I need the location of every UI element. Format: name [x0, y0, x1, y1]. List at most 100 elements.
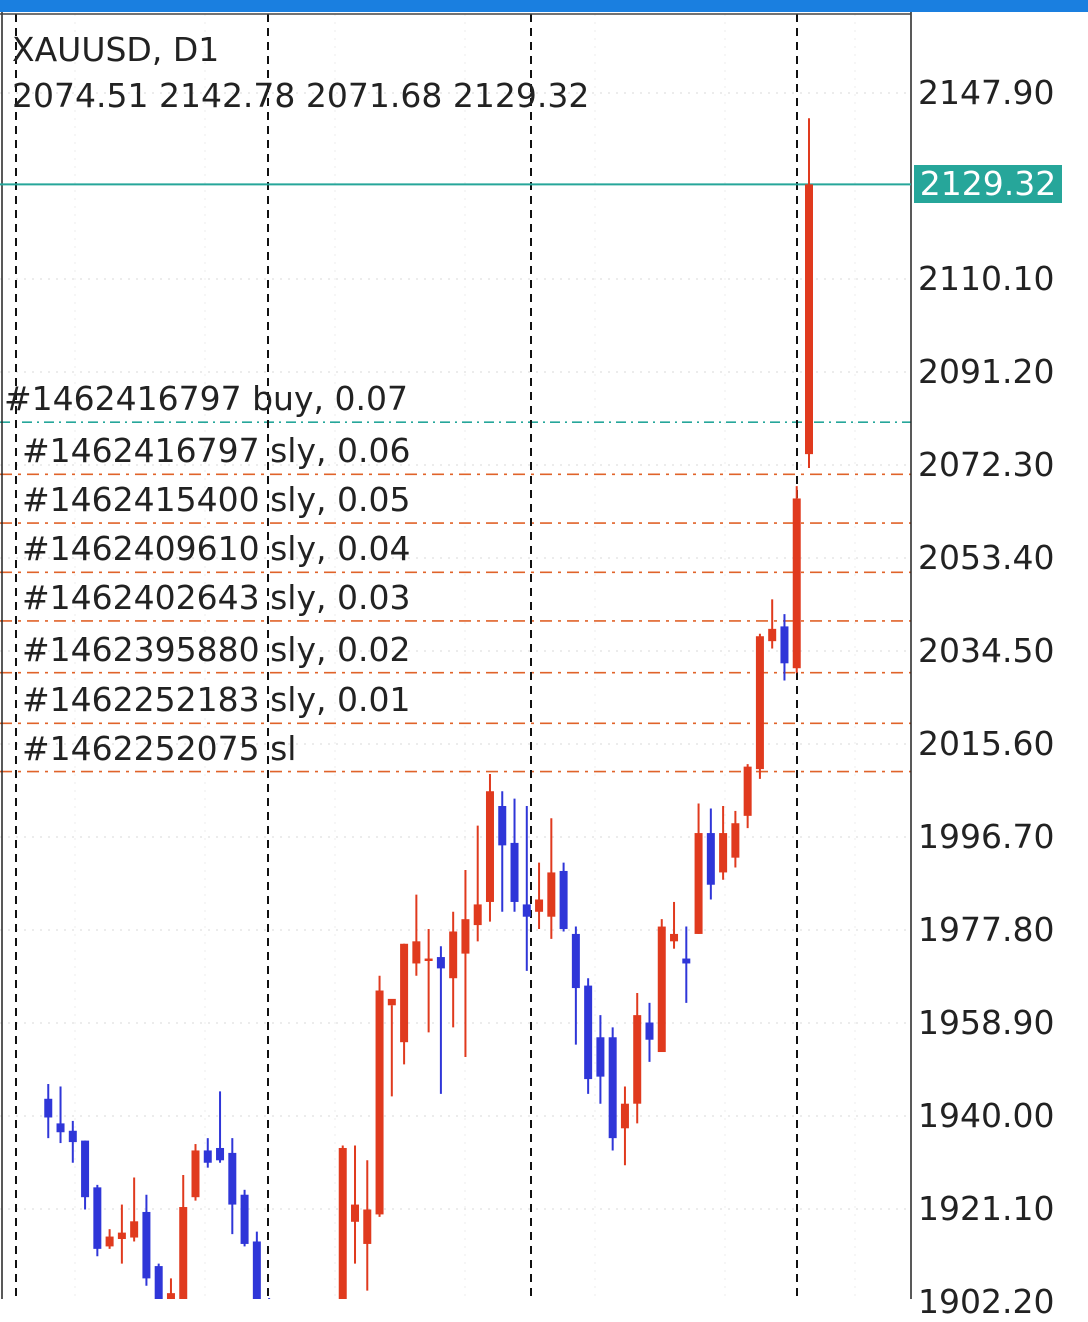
candle-body — [216, 1147, 225, 1161]
candle-body — [535, 899, 544, 912]
candle — [191, 1144, 200, 1201]
order-label: #1462416797 buy, 0.07 — [4, 379, 408, 419]
candle-body — [559, 870, 568, 930]
candle — [154, 1263, 163, 1299]
candle — [117, 1204, 126, 1264]
candle-body — [731, 823, 740, 858]
price-tick-label: 2091.20 — [918, 352, 1055, 391]
candle — [142, 1194, 151, 1286]
candle — [436, 946, 445, 1094]
candle-body — [81, 1140, 90, 1198]
candle-body — [633, 1015, 642, 1104]
price-tick-label: 2015.60 — [918, 724, 1055, 763]
candle-body — [694, 833, 703, 934]
candle — [105, 1229, 114, 1249]
candle — [68, 1120, 77, 1163]
candle-body — [44, 1098, 53, 1118]
candle — [535, 862, 544, 930]
price-tick-label: 2110.10 — [918, 259, 1055, 298]
candle — [792, 486, 801, 674]
candle — [179, 1175, 188, 1299]
candle — [485, 774, 494, 922]
candle — [228, 1138, 237, 1235]
candle-body — [105, 1236, 114, 1247]
candle — [657, 919, 666, 1053]
candle — [571, 926, 580, 1045]
price-tick-label: 1921.10 — [918, 1189, 1055, 1228]
candle — [719, 806, 728, 880]
candle-body — [584, 985, 593, 1080]
candle — [252, 1231, 261, 1299]
price-tick-label: 1977.80 — [918, 910, 1055, 949]
candle — [240, 1189, 249, 1247]
candle — [424, 929, 433, 1033]
candle — [731, 810, 740, 868]
candle-body — [498, 806, 507, 846]
candle — [547, 818, 556, 939]
candle — [645, 1002, 654, 1062]
candle-body — [68, 1130, 77, 1143]
candle-body — [461, 919, 470, 954]
order-label: #1462252183 sly, 0.01 — [22, 680, 411, 720]
candle-body — [670, 933, 679, 942]
candle — [596, 1015, 605, 1104]
candle — [706, 808, 715, 900]
candle-body — [166, 1293, 175, 1299]
candle — [584, 978, 593, 1094]
candle — [81, 1140, 90, 1210]
candle — [44, 1084, 53, 1139]
candle-body — [363, 1209, 372, 1244]
candle — [338, 1145, 347, 1299]
candle — [363, 1160, 372, 1291]
candle-body — [203, 1150, 212, 1163]
candle — [780, 614, 789, 681]
order-label: #1462409610 sly, 0.04 — [22, 529, 411, 569]
candle-body — [56, 1123, 65, 1133]
candle — [473, 825, 482, 942]
candle-body — [522, 904, 531, 917]
candle-body — [768, 628, 777, 642]
candle-body — [805, 184, 813, 455]
candle-body — [792, 498, 801, 669]
price-tick-label: 2053.40 — [918, 538, 1055, 577]
candle-body — [780, 626, 789, 664]
candle — [608, 1027, 617, 1151]
candle-body — [608, 1037, 617, 1139]
price-tick-label: 2072.30 — [918, 445, 1055, 484]
candle-body — [657, 926, 666, 1053]
candle-body — [706, 833, 715, 885]
candle-body — [424, 958, 433, 961]
candle-body — [387, 998, 396, 1006]
candle — [743, 764, 752, 829]
candle — [449, 911, 458, 1028]
candle — [56, 1086, 65, 1144]
candle — [768, 599, 777, 649]
candle-body — [338, 1147, 347, 1299]
candle — [375, 975, 384, 1217]
candle-body — [93, 1187, 102, 1249]
candle-body — [547, 872, 556, 917]
order-label: #1462415400 sly, 0.05 — [22, 480, 411, 520]
price-tick-label: 2034.50 — [918, 631, 1055, 670]
candle-body — [142, 1211, 151, 1279]
candle-body — [130, 1221, 139, 1238]
candle — [387, 998, 396, 1097]
candle-body — [179, 1207, 188, 1299]
candle — [412, 894, 421, 976]
order-label: #1462402643 sly, 0.03 — [22, 577, 411, 617]
candle — [400, 943, 409, 1065]
candle-body — [645, 1022, 654, 1040]
candle — [351, 1145, 360, 1264]
candle — [805, 118, 813, 469]
candle — [510, 798, 519, 912]
order-label: #1462395880 sly, 0.02 — [22, 629, 411, 669]
candle — [166, 1278, 175, 1299]
candle — [670, 901, 679, 949]
candle-body — [571, 933, 580, 989]
candle-body — [252, 1241, 261, 1299]
candle-body — [755, 636, 764, 770]
candle — [498, 791, 507, 912]
candle-body — [719, 833, 728, 873]
candle — [216, 1091, 225, 1163]
